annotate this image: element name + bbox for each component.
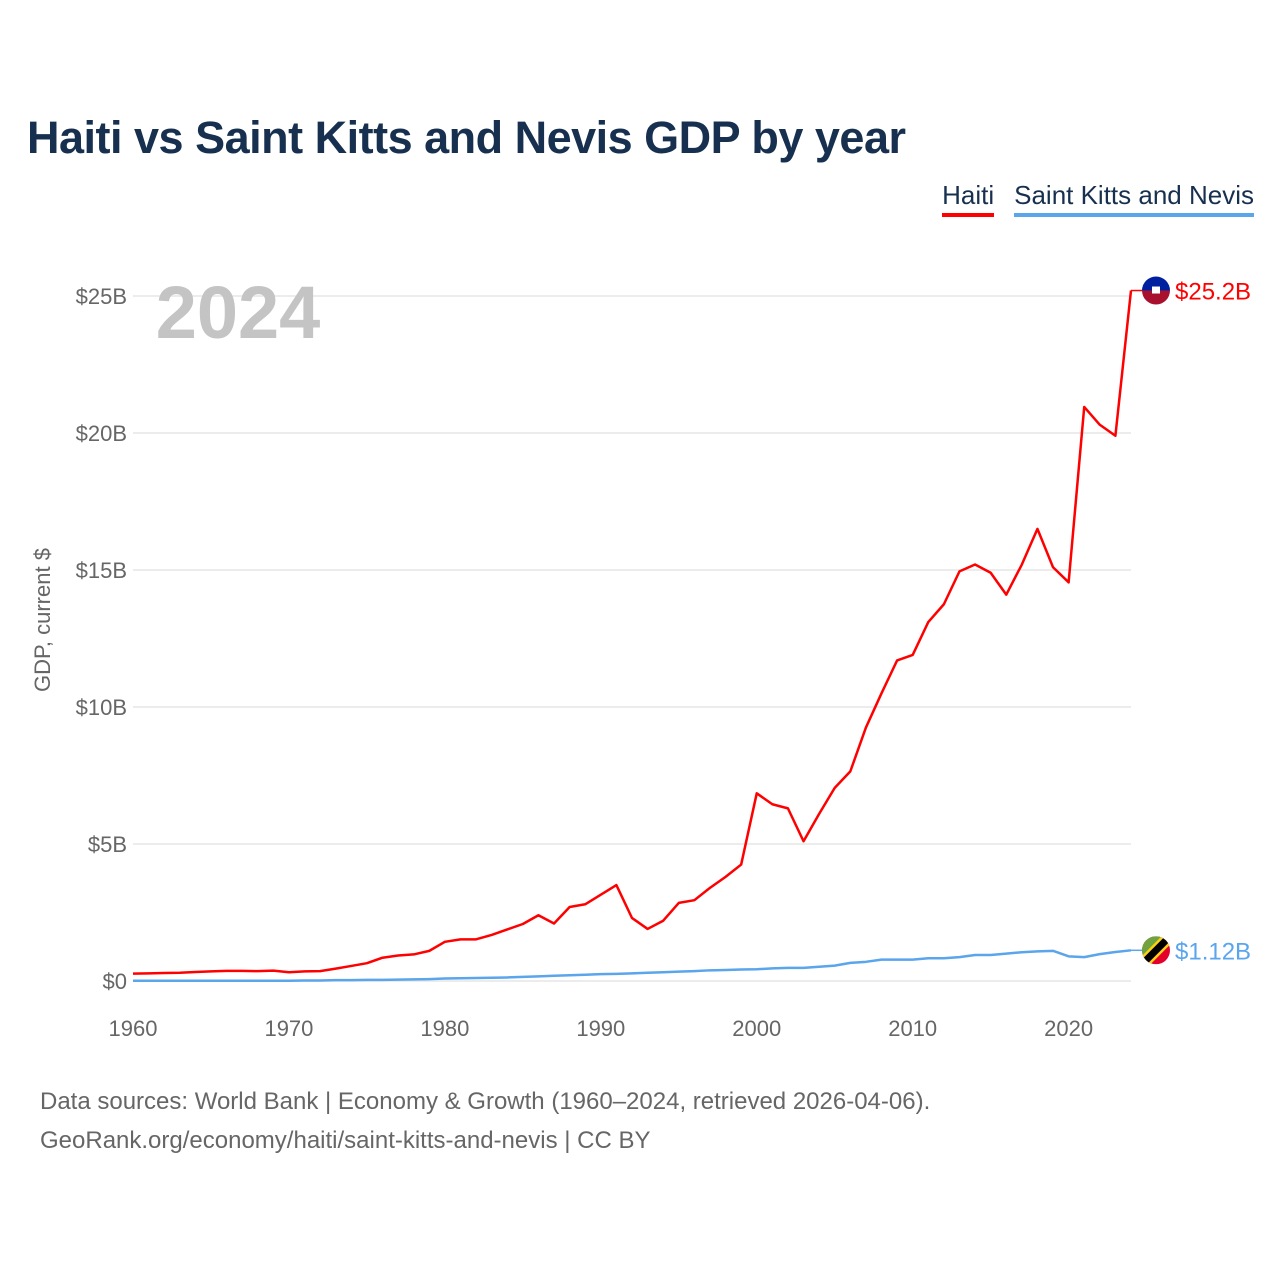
x-tick-label: 1990 [576,1016,625,1041]
x-tick-label: 1970 [264,1016,313,1041]
y-tick-label: $0 [103,969,127,994]
legend: Haiti Saint Kitts and Nevis [942,180,1254,217]
end-value-label: $1.12B [1175,938,1251,965]
chart-title: Haiti vs Saint Kitts and Nevis GDP by ye… [27,112,906,163]
haiti-flag-icon [1142,276,1170,305]
year-label: 2024 [156,271,321,354]
legend-item-saint-kitts-and-nevis[interactable]: Saint Kitts and Nevis [1014,180,1254,217]
x-tick-label: 2020 [1044,1016,1093,1041]
x-tick-label: 1960 [109,1016,158,1041]
y-tick-label: $20B [76,421,127,446]
y-axis-label: GDP, current $ [30,548,55,692]
y-tick-label: $5B [88,832,127,857]
series-line-haiti [132,290,1133,975]
x-tick-label: 2010 [888,1016,937,1041]
source-line-1: Data sources: World Bank | Economy & Gro… [40,1088,931,1115]
end-value-label: $25.2B [1175,279,1251,306]
y-tick-label: $15B [76,558,127,583]
source-link[interactable]: GeoRank.org/economy/haiti/saint-kitts-an… [40,1127,651,1154]
source-note: Data sources: World Bank | Economy & Gro… [40,1082,930,1160]
saint-kitts-and-nevis-flag-icon [1142,936,1170,965]
x-tick-label: 1980 [420,1016,469,1041]
series-line-saint-kitts-and-nevis [133,949,1132,982]
y-tick-label: $10B [76,695,127,720]
legend-item-haiti[interactable]: Haiti [942,180,995,217]
y-tick-label: $25B [76,284,127,309]
x-tick-label: 2000 [732,1016,781,1041]
